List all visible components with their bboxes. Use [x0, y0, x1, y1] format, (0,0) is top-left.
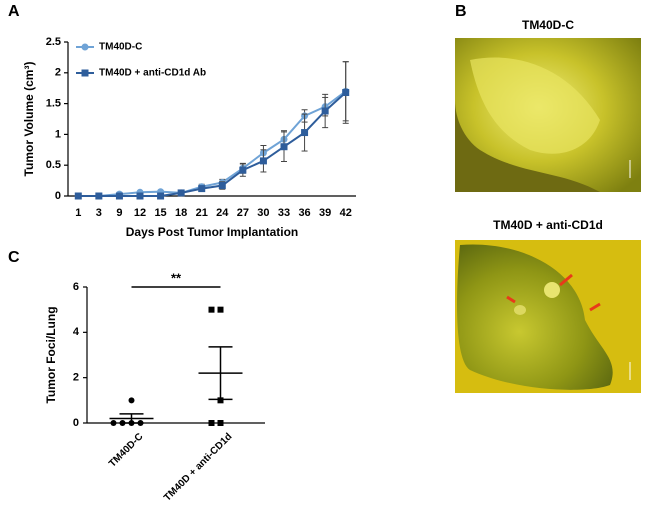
data-point: [321, 107, 329, 115]
x-tick-label: 39: [319, 207, 331, 219]
x-tick-label: 24: [216, 207, 229, 219]
x-tick-label: 1: [75, 207, 81, 219]
data-point: [217, 397, 224, 404]
x-tick-label: 3: [96, 207, 102, 219]
image-title: TM40D-C: [522, 18, 574, 32]
series-line: [78, 90, 347, 197]
x-tick-label: 9: [116, 207, 122, 219]
x-tick-label: 21: [196, 207, 208, 219]
panel-label: B: [455, 3, 467, 20]
y-tick-label: 0.5: [46, 159, 61, 171]
micrograph: [455, 240, 641, 393]
y-tick-label: 6: [73, 281, 79, 293]
legend-label: TM40D + anti-CD1d Ab: [99, 68, 206, 79]
data-point: [115, 192, 123, 200]
y-tick-label: 0: [55, 190, 61, 202]
error-bar: [119, 413, 144, 424]
y-axis-label: Tumor Foci/Lung: [44, 306, 58, 403]
micrograph: [455, 38, 641, 192]
y-tick-label: 0: [73, 417, 79, 429]
legend-marker: [81, 69, 89, 77]
data-point: [208, 420, 215, 426]
series-line: [78, 91, 347, 197]
x-axis-label: Days Post Tumor Implantation: [126, 225, 298, 239]
y-axis-label: Tumor Volume (cm³): [22, 62, 36, 177]
x-tick-label: 36: [298, 207, 310, 219]
x-tick-label: 15: [154, 207, 166, 219]
x-tick-label: 18: [175, 207, 187, 219]
panel-label: A: [8, 3, 20, 20]
data-point: [110, 420, 117, 426]
legend-label: TM40D-C: [99, 42, 142, 53]
data-point: [342, 89, 350, 97]
panel-label: C: [8, 249, 20, 266]
significance-label: **: [171, 270, 182, 285]
data-point: [259, 157, 267, 165]
y-tick-label: 1.5: [46, 98, 61, 110]
x-tick-label: 33: [278, 207, 290, 219]
data-point: [217, 306, 224, 313]
error-bar: [208, 346, 233, 401]
data-point: [208, 306, 215, 313]
data-point: [128, 397, 135, 404]
y-tick-label: 2: [73, 372, 79, 384]
x-tick-label: 30: [257, 207, 269, 219]
y-tick-label: 2.5: [46, 36, 61, 48]
data-point: [177, 189, 185, 197]
legend-marker: [81, 43, 89, 51]
image-title: TM40D + anti-CD1d: [493, 218, 603, 232]
data-point: [280, 143, 288, 151]
data-point: [301, 129, 309, 137]
data-point: [136, 192, 144, 200]
data-point: [95, 192, 103, 200]
data-point: [198, 185, 206, 193]
data-point: [239, 166, 247, 174]
data-point: [218, 182, 226, 190]
y-tick-label: 4: [73, 326, 80, 338]
x-tick-label: 12: [134, 207, 146, 219]
x-tick-label: 42: [340, 207, 352, 219]
x-tick-label: 27: [237, 207, 249, 219]
x-tick-label: TM40D + anti-CD1d: [162, 431, 234, 503]
y-tick-label: 2: [55, 67, 61, 79]
x-tick-label: TM40D-C: [107, 431, 145, 469]
data-point: [157, 192, 165, 200]
data-point: [74, 192, 82, 200]
y-tick-label: 1: [55, 128, 61, 140]
data-point: [217, 420, 224, 426]
